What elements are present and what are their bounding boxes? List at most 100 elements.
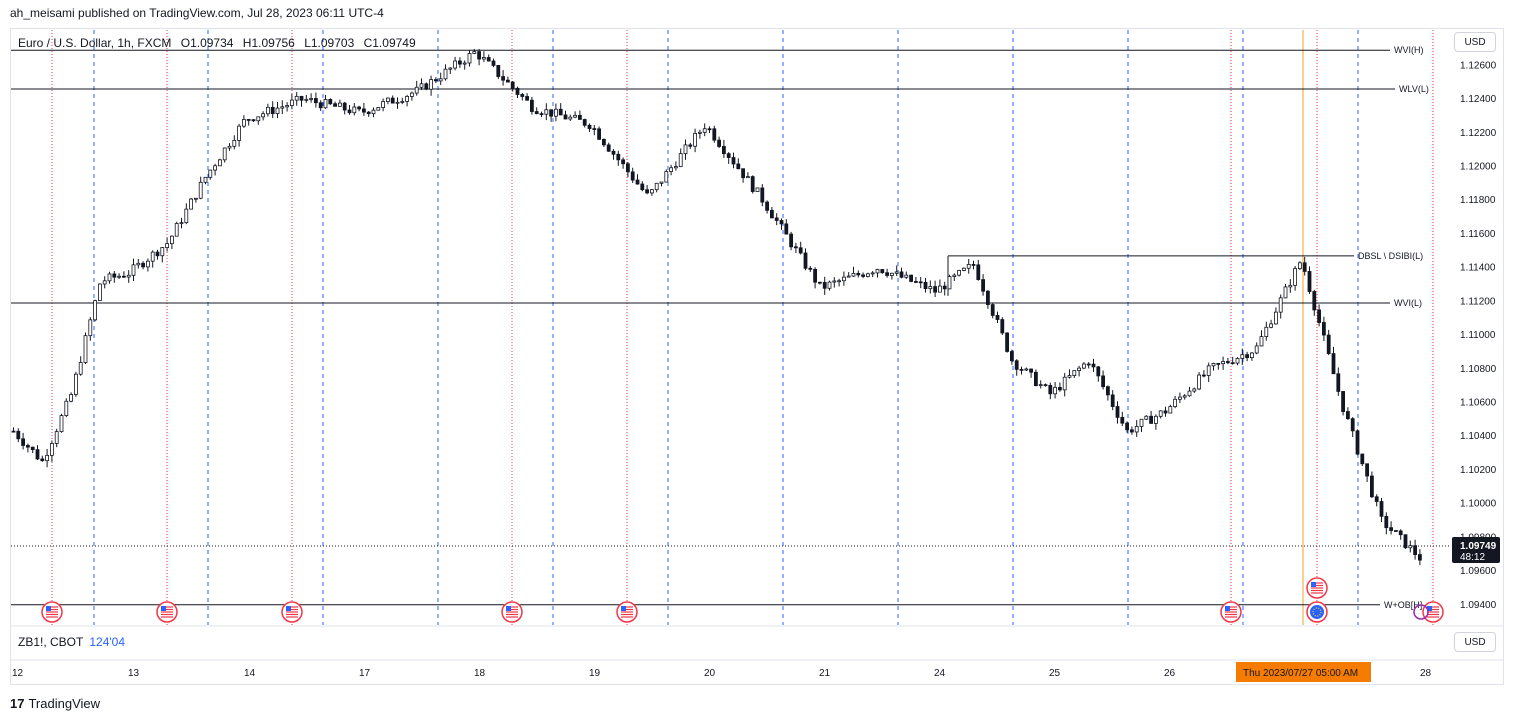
candle-body[interactable] (261, 113, 266, 118)
candle-body[interactable] (952, 274, 957, 277)
candle-body[interactable] (1259, 336, 1264, 347)
candle-body[interactable] (1370, 475, 1374, 498)
candle-body[interactable] (275, 107, 280, 115)
candle-body[interactable] (1346, 411, 1350, 420)
event-marker-icon[interactable] (1413, 604, 1429, 620)
candle-body[interactable] (21, 438, 26, 446)
candle-body[interactable] (169, 235, 174, 245)
candle-body[interactable] (731, 157, 736, 165)
candle-body[interactable] (1134, 426, 1139, 433)
candle-body[interactable] (1274, 311, 1278, 325)
candle-body[interactable] (1269, 323, 1273, 328)
candle-body[interactable] (957, 270, 961, 276)
candle-body[interactable] (1235, 358, 1240, 364)
candle-body[interactable] (976, 264, 981, 280)
candle-body[interactable] (1302, 262, 1307, 272)
candle-body[interactable] (117, 275, 121, 278)
candle-body[interactable] (400, 101, 405, 103)
candle-body[interactable] (1312, 291, 1317, 311)
candle-body[interactable] (1240, 354, 1245, 359)
candle-body[interactable] (433, 79, 438, 82)
candle-body[interactable] (289, 99, 294, 106)
candle-body[interactable] (544, 109, 549, 115)
candle-body[interactable] (1254, 345, 1259, 354)
us-flag-icon[interactable] (281, 601, 303, 623)
candle-body[interactable] (395, 101, 400, 104)
candle-body[interactable] (438, 78, 443, 82)
candle-body[interactable] (1019, 368, 1024, 371)
candle-body[interactable] (1336, 373, 1341, 392)
candle-body[interactable] (1230, 362, 1235, 365)
candle-body[interactable] (923, 281, 928, 290)
candle-body[interactable] (265, 106, 270, 115)
candle-body[interactable] (232, 140, 237, 147)
candle-body[interactable] (990, 304, 995, 316)
candle-body[interactable] (179, 222, 184, 225)
us-flag-icon[interactable] (1220, 601, 1242, 623)
candle-body[interactable] (1278, 297, 1283, 313)
candle-body[interactable] (1322, 322, 1326, 336)
candle-body[interactable] (875, 269, 880, 274)
candle-body[interactable] (241, 119, 246, 127)
candle-body[interactable] (530, 99, 534, 112)
candle-body[interactable] (1158, 410, 1163, 417)
candle-body[interactable] (1182, 395, 1187, 398)
candle-body[interactable] (650, 189, 654, 194)
candle-body[interactable] (568, 116, 573, 120)
candle-body[interactable] (381, 101, 386, 108)
candle-body[interactable] (899, 271, 904, 278)
candle-body[interactable] (1053, 386, 1057, 395)
candle-body[interactable] (755, 187, 760, 192)
candle-body[interactable] (698, 131, 702, 134)
candle-body[interactable] (83, 335, 88, 363)
candle-body[interactable] (1106, 386, 1110, 396)
candle-body[interactable] (347, 109, 352, 114)
candle-body[interactable] (1038, 384, 1043, 387)
candle-body[interactable] (304, 98, 309, 101)
candle-body[interactable] (40, 458, 45, 462)
candle-body[interactable] (150, 251, 155, 262)
candle-body[interactable] (645, 189, 649, 194)
candle-body[interactable] (145, 260, 150, 268)
candle-body[interactable] (914, 281, 918, 283)
candle-body[interactable] (928, 286, 933, 290)
candle-body[interactable] (750, 176, 755, 192)
candle-body[interactable] (1014, 360, 1019, 370)
candle-body[interactable] (1288, 284, 1293, 288)
candle-body[interactable] (616, 153, 621, 161)
candle-body[interactable] (942, 285, 947, 290)
candle-body[interactable] (818, 281, 822, 284)
candle-body[interactable] (856, 272, 861, 276)
candle-body[interactable] (1408, 545, 1413, 549)
candle-body[interactable] (986, 290, 990, 305)
candle-body[interactable] (35, 449, 40, 460)
candle-body[interactable] (131, 264, 136, 276)
candle-body[interactable] (496, 64, 501, 77)
candle-body[interactable] (1163, 410, 1168, 414)
candle-body[interactable] (1221, 361, 1225, 365)
candle-body[interactable] (827, 281, 832, 289)
candle-body[interactable] (309, 98, 314, 100)
candle-body[interactable] (1374, 496, 1379, 502)
candle-body[interactable] (510, 81, 515, 89)
candle-body[interactable] (299, 95, 304, 101)
candle-body[interactable] (611, 150, 616, 155)
candle-body[interactable] (1062, 376, 1067, 391)
candle-body[interactable] (323, 99, 328, 109)
candle-body[interactable] (227, 145, 232, 149)
candle-body[interactable] (213, 165, 218, 171)
candle-body[interactable] (1264, 326, 1269, 338)
candle-body[interactable] (578, 114, 582, 120)
candle-body[interactable] (1048, 385, 1053, 395)
candle-body[interactable] (1365, 463, 1369, 477)
candle-body[interactable] (165, 243, 170, 248)
us-flag-icon[interactable] (156, 601, 178, 623)
candle-body[interactable] (1298, 262, 1302, 269)
candle-body[interactable] (1139, 418, 1144, 427)
candle-body[interactable] (126, 274, 131, 278)
candle-body[interactable] (1418, 554, 1422, 561)
candle-body[interactable] (1077, 367, 1081, 371)
candle-body[interactable] (409, 92, 414, 97)
candle-body[interactable] (995, 315, 1000, 320)
